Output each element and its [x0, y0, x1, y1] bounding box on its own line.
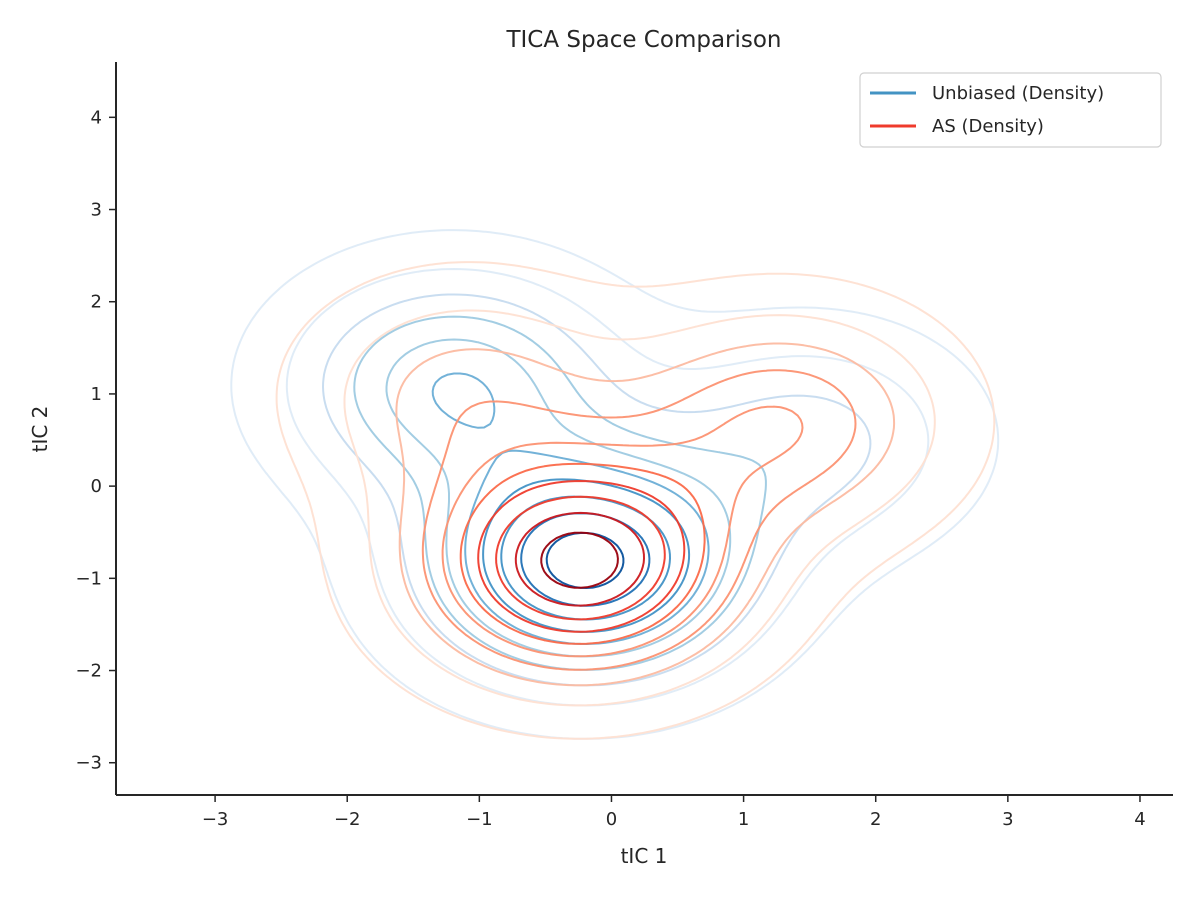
- contour-line: [395, 342, 896, 687]
- contour-series-as: [275, 261, 996, 740]
- x-tick-label: −2: [334, 809, 361, 830]
- contour-line: [431, 372, 710, 645]
- y-tick-label: 2: [91, 292, 102, 313]
- x-tick-label: 1: [738, 809, 749, 830]
- contour-line: [482, 478, 691, 633]
- y-tick-label: 0: [91, 476, 102, 497]
- contour-line: [421, 369, 857, 671]
- contour-line: [514, 511, 645, 607]
- chart-title: TICA Space Comparison: [505, 27, 781, 53]
- y-tick-label: 1: [91, 384, 102, 405]
- plot-area: [230, 229, 1000, 740]
- x-tick-label: 3: [1002, 809, 1013, 830]
- contour-line: [545, 532, 625, 589]
- x-axis-label: tIC 1: [621, 844, 668, 868]
- contour-line: [322, 293, 872, 687]
- x-tick-label: 4: [1134, 809, 1145, 830]
- y-tick-label: 3: [91, 200, 102, 221]
- y-tick-label: −2: [75, 661, 102, 682]
- y-axis-label: tIC 2: [28, 406, 52, 453]
- legend: Unbiased (Density) AS (Density): [859, 72, 1162, 148]
- contour-line: [343, 309, 936, 707]
- x-tick-label: −3: [202, 809, 229, 830]
- contour-line: [275, 261, 996, 740]
- legend-label: Unbiased (Density): [932, 83, 1104, 104]
- legend-label: AS (Density): [932, 116, 1044, 137]
- contour-line: [495, 495, 666, 621]
- y-tick-label: −1: [75, 568, 102, 589]
- legend-box: [859, 72, 1162, 148]
- contour-line: [441, 405, 804, 658]
- x-tick-label: 2: [870, 809, 881, 830]
- y-tick-label: 4: [91, 107, 102, 128]
- axes: −3 −2 −1 0 1 2 3 4 −3 −2 −1 0 1 2 3 4: [75, 62, 1173, 830]
- x-tick-label: 0: [606, 809, 617, 830]
- contour-line: [540, 531, 619, 589]
- contour-line: [477, 480, 686, 633]
- contour-line: [459, 462, 706, 645]
- x-tick-label: −1: [466, 809, 493, 830]
- y-tick-label: −3: [75, 753, 102, 774]
